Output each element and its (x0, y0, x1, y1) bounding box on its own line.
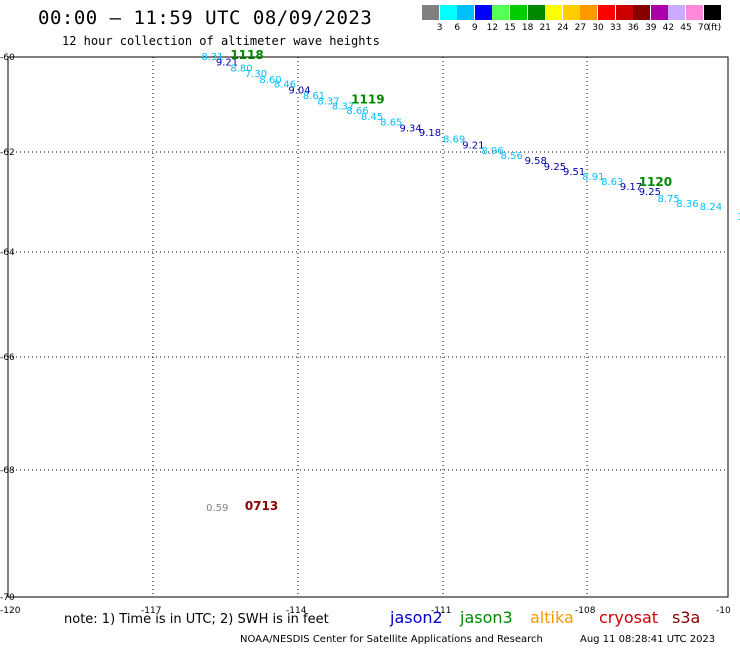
colorbar-label: 70 (697, 23, 710, 33)
colorbar-swatch (474, 5, 492, 20)
colorbar-label: 45 (680, 23, 692, 33)
wave-height-label: 8.61 (303, 91, 325, 102)
wave-height-label: 8.37 (332, 101, 354, 112)
wave-height-label: 3 (737, 212, 740, 223)
pass-number-label: 1119 (351, 93, 384, 107)
colorbar-unit: (ft) (707, 23, 722, 33)
colorbar-label: 21 (539, 23, 551, 33)
colorbar-swatch (703, 5, 721, 20)
legend-entry-jason2: jason2 (390, 608, 443, 627)
colorbar-swatch (439, 5, 457, 20)
legend-entry-cryosat: cryosat (599, 608, 659, 627)
colorbar-label: 36 (627, 23, 639, 33)
colorbar-label: 33 (609, 23, 622, 33)
wave-height-label: 9.18 (419, 128, 441, 139)
wave-height-label: 9.25 (639, 187, 661, 198)
colorbar-swatch (545, 5, 563, 20)
colorbar-swatch (492, 5, 510, 20)
colorbar-swatch (457, 5, 475, 20)
colorbar-swatch (633, 5, 651, 20)
colorbar-swatch (668, 5, 686, 20)
colorbar-swatch (615, 5, 633, 20)
wave-height-label: 8.75 (658, 194, 680, 205)
longitude-tick-label: -114 (286, 606, 307, 616)
wave-height-label: 8.96 (481, 146, 503, 157)
wave-height-labels: 8.319.218.807.308.608.469.048.618.378.37… (201, 52, 740, 514)
wave-height-label: 8.45 (361, 112, 383, 123)
wave-height-label: 8.91 (582, 172, 604, 183)
colorbar-label: 3 (436, 23, 443, 33)
colorbar-label: 9 (471, 23, 478, 33)
legend-entry-s3a: s3a (672, 608, 701, 627)
colorbar-label: 6 (454, 23, 461, 33)
colorbar-swatch (510, 5, 527, 20)
graticule (7, 56, 729, 598)
pass-number-label: 1120 (639, 175, 672, 189)
map-title: 00:00 – 11:59 UTC 08/09/2023 (38, 7, 373, 29)
wave-height-label: 9.58 (525, 156, 547, 167)
wave-height-label: 9.25 (544, 162, 566, 173)
latitude-tick-label: -66 (0, 353, 15, 363)
colorbar-label: 27 (574, 23, 587, 33)
colorbar-label: 18 (521, 23, 534, 33)
legend-entry-altika: altika (530, 608, 574, 627)
latitude-tick-label: -60 (0, 53, 15, 63)
colorbar-swatch (562, 5, 580, 20)
longitude-tick-label: -120 (0, 606, 21, 616)
colorbar-swatch (686, 5, 703, 20)
wave-height-label: 9.21 (462, 140, 484, 151)
wave-height-label: 0.59 (206, 503, 228, 514)
colorbar-swatch (422, 5, 439, 20)
colorbar-label: 42 (662, 23, 675, 33)
pass-number-label: 1118 (230, 48, 263, 62)
colorbar-label: 12 (486, 23, 499, 33)
wave-height-label: 8.37 (317, 97, 339, 108)
wave-height-label: 9.51 (563, 167, 585, 178)
colorbar-label: 30 (592, 23, 604, 33)
colorbar-label: 24 (557, 23, 569, 33)
latitude-tick-label: -64 (0, 248, 15, 258)
longitude-tick-label: -108 (575, 606, 596, 616)
wave-height-label: 9.17 (620, 182, 642, 193)
wave-height-label: 8.31 (201, 52, 223, 63)
wave-height-label: 8.65 (380, 118, 402, 129)
colorbar-swatch (650, 5, 668, 20)
pass-number-labels: 1118 1119 1120 0713 (230, 48, 672, 513)
longitude-tick-label: -117 (141, 606, 161, 616)
map-subtitle: 12 hour collection of altimeter wave hei… (62, 34, 380, 48)
axis-labels: -60 -62 -64 -66 -68 -70 -120 -117 -114 -111 -108 -1… (0, 53, 731, 616)
wave-height-label: 8.80 (230, 63, 252, 74)
wave-height-label: 8.66 (346, 106, 368, 117)
colorbar-swatch (598, 5, 615, 20)
colorbar-swatch (527, 5, 545, 20)
wave-height-label: 8.60 (259, 75, 281, 86)
legend-entry-jason3: jason3 (460, 608, 513, 627)
wave-height-label: 9.21 (216, 58, 238, 69)
wave-height-label: 9.04 (288, 85, 310, 96)
wave-height-label: 8.24 (700, 202, 722, 213)
wave-height-label: 7.30 (245, 69, 267, 80)
pass-number-label: 0713 (245, 499, 278, 513)
wave-height-label: 8.56 (501, 151, 523, 162)
wave-height-label: 8.63 (601, 177, 623, 188)
wave-height-label: 8.36 (676, 199, 698, 210)
latitude-tick-label: -70 (0, 593, 15, 603)
generated-timestamp: Aug 11 08:28:41 UTC 2023 (580, 634, 716, 645)
longitude-tick-label: -111 (431, 606, 451, 616)
wave-height-label: 8.69 (443, 135, 465, 146)
wave-height-label: 8.46 (274, 80, 296, 91)
colorbar-swatch (580, 5, 598, 20)
colorbar-label: 15 (504, 23, 516, 33)
footer-note: note: 1) Time is in UTC; 2) SWH is in fe… (64, 612, 329, 627)
map-frame (7, 56, 729, 598)
colorbar-label: 39 (645, 23, 657, 33)
latitude-tick-label: -62 (0, 148, 15, 158)
longitude-tick-label: -10 (716, 606, 731, 616)
latitude-tick-label: -68 (0, 466, 15, 476)
wave-height-label: 9.34 (400, 123, 422, 134)
credit-text: NOAA/NESDIS Center for Satellite Applica… (240, 634, 543, 645)
